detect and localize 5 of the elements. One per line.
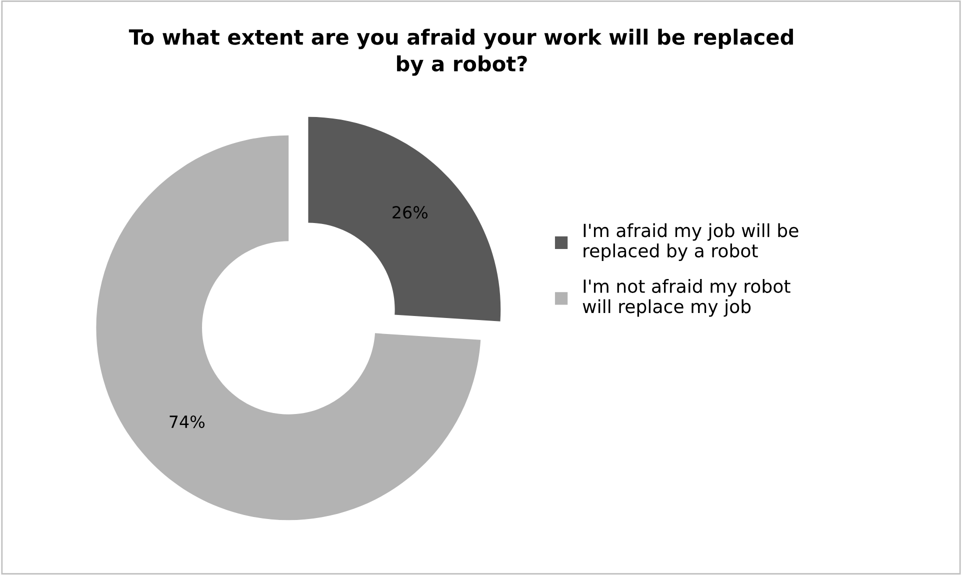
legend-label: I'm not afraid my robot will replace my job xyxy=(582,279,790,317)
data-label: 26% xyxy=(392,206,428,219)
chart-title: To what extent are you afraid your work will be replaced by a robot? xyxy=(128,28,793,76)
legend-label: I'm afraid my job will be replaced by a robot xyxy=(584,223,798,261)
data-label: 74% xyxy=(170,415,205,428)
